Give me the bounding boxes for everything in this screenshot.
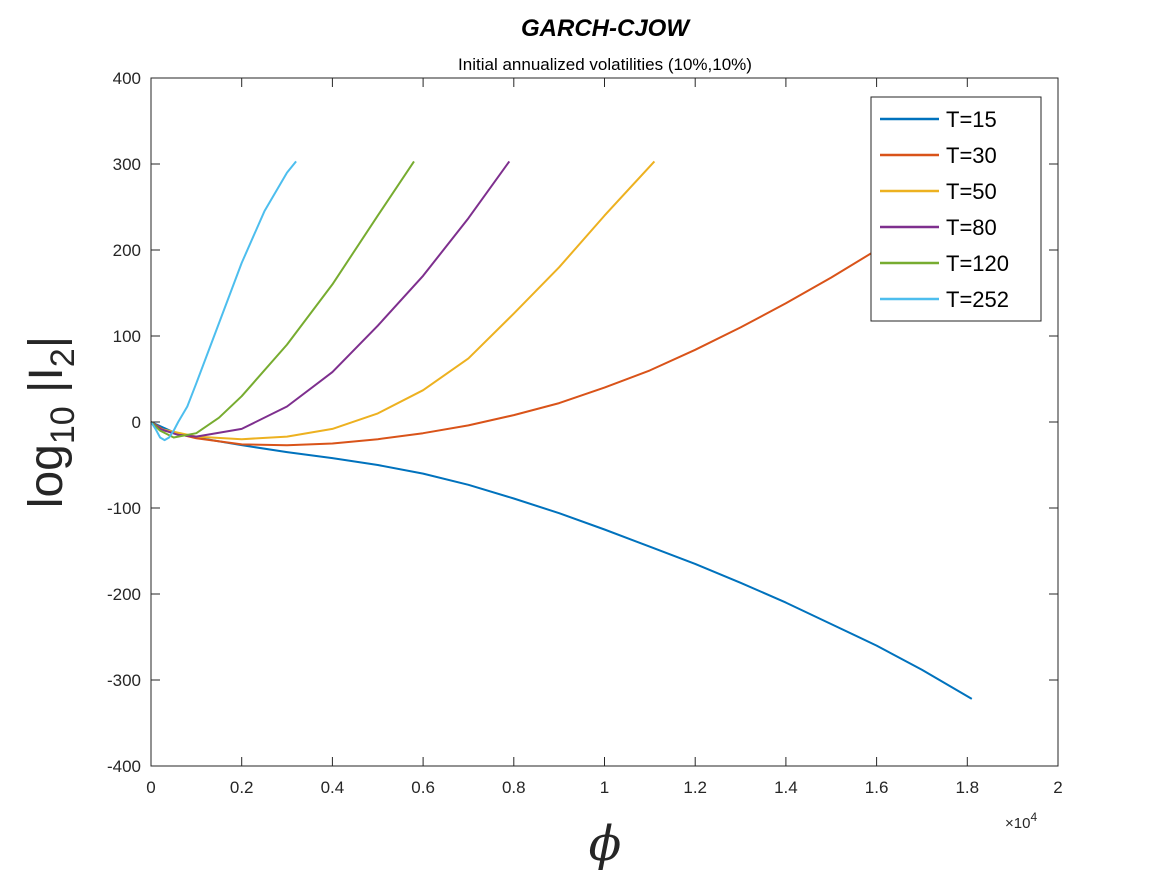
y-tick-label: -100 [107,499,141,518]
x-tick-label: 1.8 [955,778,979,797]
y-tick-label: -200 [107,585,141,604]
y-tick-label: 0 [132,413,141,432]
legend-label: T=15 [946,107,997,132]
legend-label: T=50 [946,179,997,204]
y-axis: 400 300 200 100 0 -100 -200 -300 -400 [107,69,1058,776]
legend-label: T=252 [946,287,1009,312]
x-tick-label: 0.8 [502,778,526,797]
series-line-t-120 [150,160,415,439]
x-tick-label: 1.4 [774,778,798,797]
series-line-t-30 [150,249,878,447]
legend-label: T=30 [946,143,997,168]
x-tick-label: 0.2 [230,778,254,797]
x-axis-label: ϕ [589,816,622,872]
x-tick-label: 1.2 [683,778,707,797]
x-tick-label: 1.6 [865,778,889,797]
chart-title: GARCH-CJOW [521,15,691,42]
series-line-t-15 [150,421,973,700]
legend-label: T=80 [946,215,997,240]
y-tick-label: 300 [113,155,141,174]
y-tick-label: -300 [107,671,141,690]
x-tick-label: 1 [600,778,609,797]
y-axis-label: log10 |I2| [20,336,82,508]
x-tick-label: 0.4 [321,778,345,797]
y-tick-label: 200 [113,241,141,260]
series-line-t-252 [150,160,297,442]
x-axis: 0 0.2 0.4 0.6 0.8 1 1.2 1.4 1.6 1.8 2 [146,78,1063,797]
x-tick-label: 0 [146,778,155,797]
x-tick-label: 0.6 [411,778,435,797]
y-tick-label: 100 [113,327,141,346]
chart-subtitle: Initial annualized volatilities (10%,10%… [458,55,752,74]
legend-label: T=120 [946,251,1009,276]
legend-box [870,96,1042,322]
legend: T=15 T=30 T=50 T=80 T=120 T=252 [870,96,1042,322]
x-axis-multiplier: ×104 [1005,810,1037,832]
series-line-t-80 [150,160,511,438]
plot-lines [150,160,973,700]
x-tick-label: 2 [1053,778,1062,797]
y-tick-label: 400 [113,69,141,88]
series-line-t-50 [150,160,656,441]
y-tick-label: -400 [107,757,141,776]
